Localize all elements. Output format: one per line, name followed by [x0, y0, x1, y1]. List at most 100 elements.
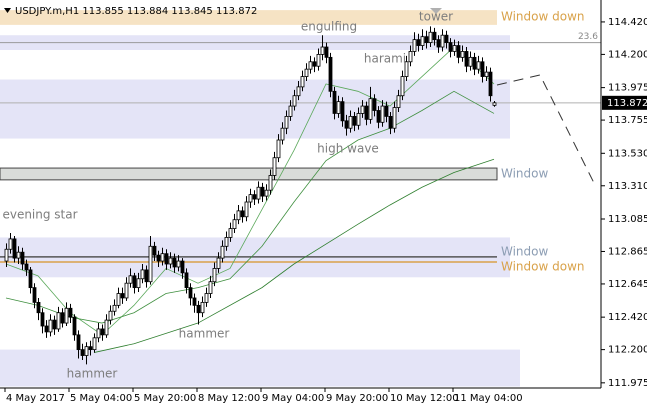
candle-body [268, 175, 273, 191]
candle-body [264, 189, 269, 197]
candle-body [160, 253, 165, 262]
candle-body [188, 287, 193, 299]
candle-body [352, 115, 357, 126]
candle-body [288, 105, 293, 117]
candle-body [476, 61, 481, 70]
candle-body [232, 219, 237, 229]
annotation: engulfing [301, 20, 357, 34]
candle-body [348, 115, 353, 129]
candle-body [372, 98, 377, 111]
x-tick-label: 9 May 04:00 [262, 393, 324, 404]
candle-body [4, 248, 9, 262]
candle-body [472, 56, 477, 70]
candle-body [300, 76, 305, 88]
candle-body [492, 102, 497, 106]
candle-body [416, 39, 421, 46]
x-tick-label: 10 May 12:00 [390, 393, 459, 404]
candle-body [424, 36, 429, 43]
candle-body [344, 120, 349, 129]
candle-body [152, 245, 157, 256]
candle-body [336, 101, 341, 114]
candle-body [284, 115, 289, 129]
candle-body [132, 275, 137, 289]
zone [0, 10, 497, 25]
candle-body [332, 90, 337, 114]
candle-body [204, 293, 209, 303]
x-tick-label: 5 May 04:00 [70, 393, 132, 404]
candle-body [276, 139, 281, 159]
candle-body [436, 39, 441, 48]
candle-body [140, 269, 145, 280]
candle-body [236, 210, 241, 221]
candle-body [380, 105, 385, 123]
candle-body [88, 346, 93, 351]
y-tick-label: 113.310 [608, 181, 647, 192]
candle-body [444, 34, 449, 43]
candle-body [164, 253, 169, 265]
current-price-box [602, 95, 647, 110]
candle-body [76, 334, 81, 351]
candle-body [20, 251, 25, 265]
candle-body [328, 56, 333, 92]
annotation: Window down [501, 260, 585, 274]
candle-body [108, 310, 113, 321]
chart-title: USDJPY.m,H1 113.855 113.884 113.845 113.… [15, 6, 257, 17]
candle-body [176, 260, 181, 268]
candle-body [68, 307, 73, 318]
y-tick-label: 113.085 [608, 214, 647, 225]
candle-body [84, 346, 89, 356]
candle-body [420, 36, 425, 46]
candle-body [340, 101, 345, 122]
candle-body [196, 304, 201, 314]
x-tick-label: 9 May 20:00 [326, 393, 388, 404]
candle-body [128, 275, 133, 284]
candle-body [484, 71, 489, 77]
candle-body [208, 281, 213, 294]
candle-body [220, 245, 225, 259]
y-tick-label: 114.420 [608, 17, 647, 28]
candle-body [256, 186, 261, 200]
candle-body [292, 95, 297, 107]
candle-body [184, 272, 189, 289]
candle-body [48, 319, 53, 333]
candle-body [448, 42, 453, 52]
candle-body [228, 228, 233, 238]
candle-body [12, 238, 17, 259]
y-tick-label: 112.865 [608, 246, 647, 257]
candle-body [136, 278, 141, 289]
candle-body [252, 194, 257, 200]
candle-body [248, 194, 253, 203]
candle-body [280, 127, 285, 141]
zone [0, 167, 498, 181]
candle-body [404, 61, 409, 77]
candle-body [224, 237, 229, 247]
candle-body [428, 31, 433, 43]
y-tick-label: 112.200 [608, 345, 647, 356]
candle-body [364, 105, 369, 120]
annotation: hammer [67, 367, 118, 381]
candle-body [240, 210, 245, 218]
zones-layer: 23.6 [0, 10, 601, 387]
menu-icon [4, 8, 11, 13]
candle-body [392, 107, 397, 129]
candle-body [452, 45, 457, 52]
candle-body [36, 301, 41, 314]
candle-body [16, 251, 21, 259]
candle-body [316, 54, 321, 67]
candle-body [308, 61, 313, 70]
y-tick-label: 113.755 [608, 115, 647, 126]
annotation: evening star [2, 208, 77, 222]
candle-body [312, 61, 317, 67]
candle-body [384, 105, 389, 117]
candle-body [24, 263, 29, 271]
candle-body [440, 34, 445, 48]
x-tick-label: 5 May 20:00 [134, 393, 196, 404]
candle-body [200, 301, 205, 314]
candle-body [28, 269, 33, 289]
x-tick-label: 4 May 2017 [6, 393, 65, 404]
y-tick-label: 112.420 [608, 312, 647, 323]
moving-average [5, 46, 495, 336]
candle-body [296, 86, 301, 97]
candle-body [8, 238, 13, 250]
